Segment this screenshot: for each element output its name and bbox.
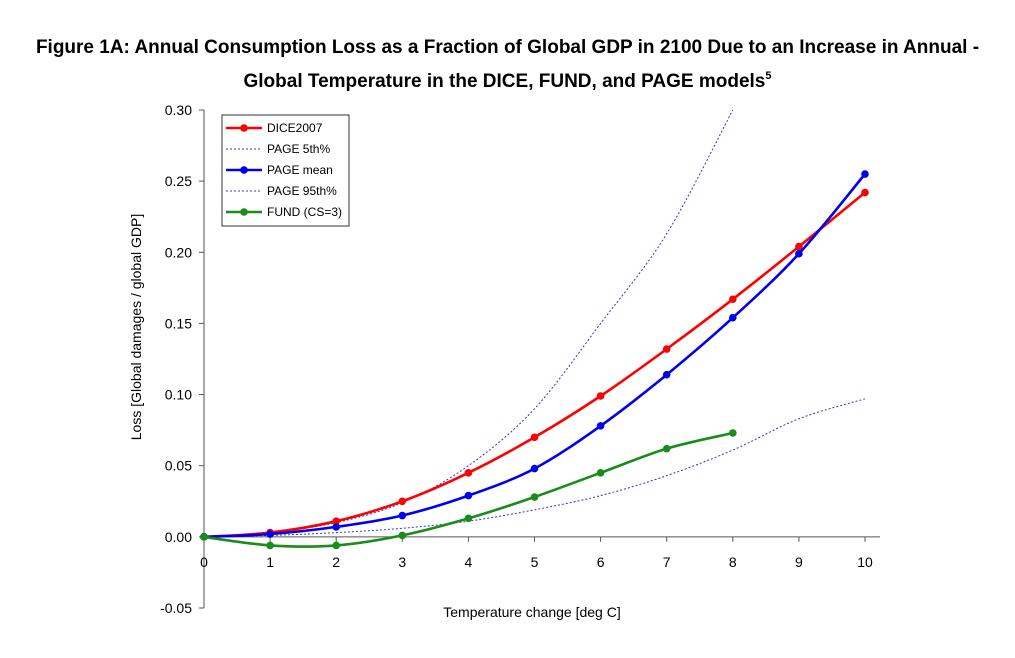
title-footnote: 5 <box>765 70 772 82</box>
y-tick-label: 0.30 <box>165 102 192 118</box>
x-axis-label: Temperature change [deg C] <box>443 604 620 620</box>
legend-label: PAGE 5th% <box>267 142 330 156</box>
series-line-page-5th <box>203 398 866 538</box>
x-tick-label: 9 <box>795 554 803 570</box>
data-point-fund-cs-3 <box>596 469 605 477</box>
data-point-page-mean <box>596 422 605 430</box>
legend-entry-fund-cs-3: FUND (CS=3) <box>226 205 342 219</box>
series-line-fund-cs-3 <box>203 431 734 548</box>
y-tick-label: 0.20 <box>165 244 192 260</box>
data-point-dice2007 <box>464 469 473 477</box>
y-tick-label: 0.15 <box>165 315 192 331</box>
data-point-fund-cs-3 <box>332 541 341 550</box>
data-point-fund-cs-3 <box>200 533 208 541</box>
legend-label: DICE2007 <box>267 121 323 135</box>
data-point-dice2007 <box>795 242 803 251</box>
y-tick-label: 0.00 <box>165 529 192 545</box>
data-point-fund-cs-3 <box>729 429 737 437</box>
series-line-page-95th <box>203 109 734 538</box>
x-tick-label: 1 <box>266 554 274 570</box>
legend-entry-dice2007: DICE2007 <box>226 121 323 135</box>
series-fund-cs-3 <box>200 429 737 550</box>
x-tick-label: 2 <box>332 554 340 570</box>
series-page-95th <box>203 109 734 538</box>
axes: -0.05 0.00 0.05 0.10 0.15 0.20 0.25 0.30 0 1 2 3 4 5 6… <box>160 102 880 616</box>
chart-title-line-1: Figure 1A: Annual Consumption Loss as a … <box>35 37 980 58</box>
series-line-page-mean <box>203 173 867 539</box>
legend-label: PAGE mean <box>267 163 333 177</box>
x-tick-label: 7 <box>663 554 671 570</box>
data-point-dice2007 <box>662 345 671 353</box>
legend-label: PAGE 95th% <box>267 184 337 198</box>
data-point-page-mean <box>332 523 341 531</box>
x-tick-label: 5 <box>531 554 539 570</box>
legend: DICE2007 PAGE 5th% PAGE mean PAGE 95th% FUND… <box>221 114 350 227</box>
y-tick-label: 0.25 <box>165 173 192 189</box>
x-tick-label: 8 <box>729 554 737 570</box>
y-tick-label: 0.10 <box>165 387 192 403</box>
legend-marker <box>240 166 248 174</box>
data-point-fund-cs-3 <box>662 444 671 453</box>
data-point-page-mean <box>662 370 671 379</box>
data-point-page-mean <box>266 530 274 538</box>
data-point-page-mean <box>530 464 539 473</box>
x-tick-label: 0 <box>200 554 208 570</box>
data-point-fund-cs-3 <box>266 541 274 550</box>
x-tick-label: 6 <box>597 554 605 570</box>
legend-entry-page-mean: PAGE mean <box>226 163 333 177</box>
legend-label: FUND (CS=3) <box>267 205 342 219</box>
data-point-page-mean <box>398 511 407 520</box>
chart-title-line-2: Global Temperature in the DICE, FUND, an… <box>243 70 772 92</box>
series-line-dice2007 <box>203 191 866 539</box>
y-tick-label: -0.05 <box>160 600 192 616</box>
series-dice2007 <box>200 188 869 541</box>
data-point-dice2007 <box>729 295 737 304</box>
series-layer <box>200 109 869 550</box>
data-point-fund-cs-3 <box>464 514 473 523</box>
data-point-dice2007 <box>530 433 539 442</box>
x-tick-label: 3 <box>398 554 406 570</box>
data-point-dice2007 <box>332 517 341 526</box>
data-point-page-mean <box>861 170 869 178</box>
data-point-page-mean <box>729 313 737 322</box>
data-point-dice2007 <box>861 188 869 197</box>
y-axis-label: Loss [Global damages / global GDP] <box>128 214 144 440</box>
legend-entry-page-95th: PAGE 95th% <box>226 184 337 198</box>
data-point-page-mean <box>795 249 803 258</box>
legend-marker <box>240 124 248 132</box>
y-tick-label: 0.05 <box>165 458 192 474</box>
data-point-dice2007 <box>596 392 605 400</box>
data-point-fund-cs-3 <box>398 531 407 540</box>
data-point-fund-cs-3 <box>530 493 539 501</box>
data-point-page-mean <box>464 491 473 500</box>
series-page-5th <box>203 398 866 538</box>
legend-entry-page-5th: PAGE 5th% <box>226 142 330 156</box>
x-tick-label: 4 <box>465 554 473 570</box>
legend-marker <box>240 208 248 216</box>
x-tick-label: 10 <box>857 554 873 570</box>
data-point-dice2007 <box>398 497 407 506</box>
